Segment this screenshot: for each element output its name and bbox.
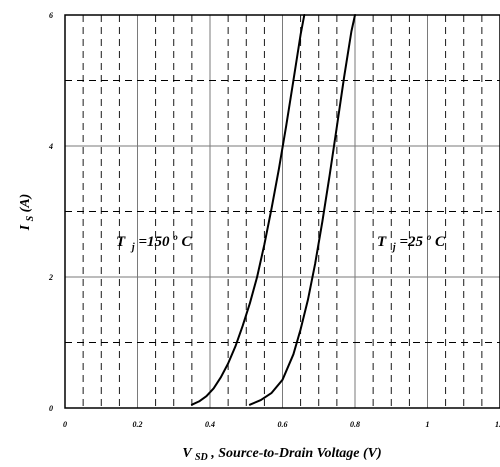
x-axis-label-sub: SD <box>195 452 208 462</box>
y-tick-label: 0 <box>49 404 53 413</box>
series-line-2 <box>248 14 356 406</box>
tick-labels: 0 0.2 0.4 0.6 0.8 1 1.2 0 2 4 6 <box>48 11 500 429</box>
x-tick-label: 1 <box>426 420 430 429</box>
annotation-tj-150-unit: C <box>182 234 193 250</box>
x-tick-label: 0.4 <box>205 420 215 429</box>
y-tick-label: 2 <box>48 273 53 282</box>
annotation-tj-150: T j =150 o C <box>116 228 193 254</box>
y-axis-label-sub: S <box>25 215 36 221</box>
y-tick-label: 4 <box>48 142 53 151</box>
annotation-tj-25-sup: o <box>427 232 432 242</box>
plot-frame <box>64 14 500 409</box>
annotation-tj-150-value: =150 <box>138 234 170 250</box>
annotation-tj-25-t: T <box>377 234 387 250</box>
x-axis-label-main: V <box>182 446 193 461</box>
x-tick-label: 0.2 <box>133 420 143 429</box>
x-tick-label: 0 <box>63 420 67 429</box>
annotation-tj-25-value: =25 <box>399 234 423 250</box>
y-tick-label: 6 <box>49 11 53 20</box>
y-axis-label: I S (A) <box>18 194 37 232</box>
annotation-tj-25-unit: C <box>435 234 446 250</box>
grid <box>65 15 500 408</box>
y-axis-label-rest: (A) <box>18 194 33 213</box>
annotation-tj-25-sub: j <box>391 242 396 253</box>
series-line-1 <box>190 14 306 406</box>
x-axis-label-rest: , Source-to-Drain Voltage (V) <box>210 446 381 461</box>
x-tick-label: 0.8 <box>350 420 360 429</box>
x-tick-label: 0.6 <box>278 420 288 429</box>
x-tick-label: 1.2 <box>495 420 500 429</box>
y-axis-label-main: I <box>18 224 33 231</box>
annotation-tj-150-sup: o <box>173 232 178 242</box>
annotation-tj-150-t: T <box>116 234 126 250</box>
series-layer <box>190 14 356 406</box>
annotation-tj-25: T j =25 o C <box>377 228 446 254</box>
annotation-tj-150-sub: j <box>130 242 135 253</box>
x-axis-label: V SD , Source-to-Drain Voltage (V) <box>182 446 381 462</box>
